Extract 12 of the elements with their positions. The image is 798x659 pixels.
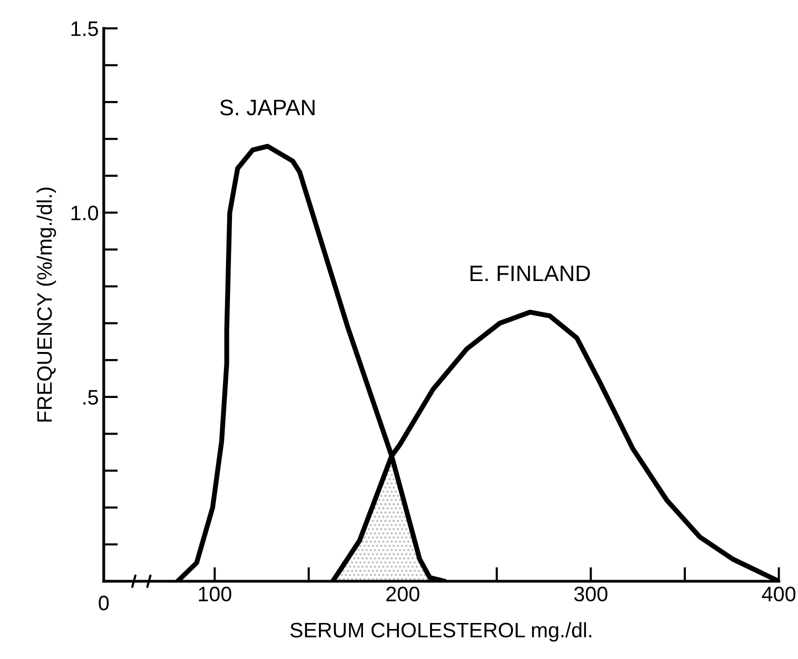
x-tick-label: 100 [198,586,232,602]
series-label: E. FINLAND [470,266,590,282]
y-tick-label: 1.0 [72,206,98,220]
series-label: S. JAPAN [220,100,314,116]
x-tick-label: 300 [574,586,608,602]
text: 0 [98,596,109,610]
y-tick-label: 1.5 [72,22,98,36]
x-tick-label: 400 [762,586,796,602]
x-axis-title: SERUM CHOLESTEROL mg./dl. [290,622,592,642]
y-axis-title: FREQUENCY (%/mg./dl.) [36,188,56,422]
y-tick-label: .5 [83,390,98,405]
x-tick-label: 200 [386,586,420,602]
